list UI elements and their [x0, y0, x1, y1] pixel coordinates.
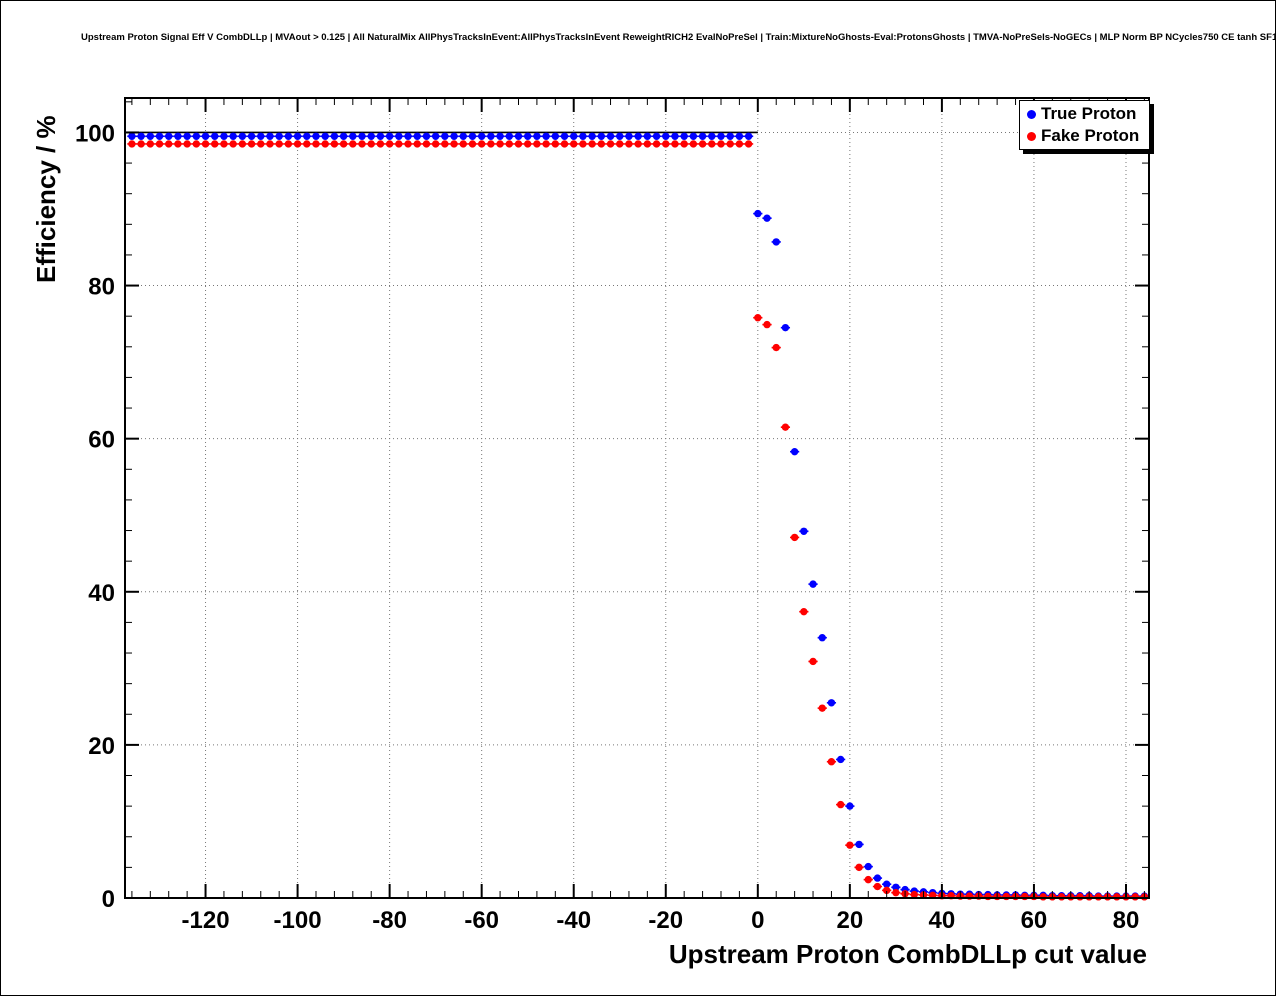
svg-text:-60: -60	[464, 907, 499, 934]
svg-text:-40: -40	[556, 907, 591, 934]
fake-proton-marker-icon	[1027, 131, 1036, 141]
true-proton-marker-icon	[1027, 109, 1036, 119]
svg-text:40: 40	[88, 580, 115, 607]
svg-text:-20: -20	[648, 907, 683, 934]
series-true-proton	[127, 132, 1149, 900]
legend-label: Fake Proton	[1041, 126, 1140, 145]
svg-text:0: 0	[102, 886, 115, 913]
svg-text:20: 20	[88, 733, 115, 760]
plot-frame	[124, 97, 1150, 899]
legend-entry-fake-proton: Fake Proton	[1020, 125, 1149, 147]
svg-text:-100: -100	[274, 907, 322, 934]
y-tick-labels: 0 20 40 60 80 100	[75, 120, 115, 913]
series-fake-proton	[127, 140, 1149, 901]
svg-text:80: 80	[88, 274, 115, 301]
svg-text:-80: -80	[372, 907, 407, 934]
plot-title: Upstream Proton Signal Eff V CombDLLp | …	[81, 32, 1276, 43]
svg-text:20: 20	[837, 907, 864, 934]
legend-entry-true-proton: True Proton	[1020, 103, 1149, 125]
gridlines	[125, 98, 1149, 899]
x-axis-title: Upstream Proton CombDLLp cut value	[668, 939, 1147, 969]
y-axis-title: Efficiency / %	[31, 115, 61, 283]
svg-text:100: 100	[75, 120, 115, 147]
axis-ticks	[125, 98, 1149, 899]
svg-text:0: 0	[751, 907, 764, 934]
svg-text:40: 40	[929, 907, 956, 934]
svg-text:60: 60	[88, 427, 115, 454]
svg-text:-120: -120	[182, 907, 230, 934]
legend-label: True Proton	[1041, 104, 1137, 123]
legend: True Proton Fake Proton	[1019, 100, 1150, 150]
x-tick-labels: -120 -100 -80 -60 -40 -20 0 20 40 60 80	[182, 907, 1140, 934]
svg-text:60: 60	[1021, 907, 1048, 934]
svg-text:80: 80	[1113, 907, 1140, 934]
data-series	[127, 132, 1149, 901]
